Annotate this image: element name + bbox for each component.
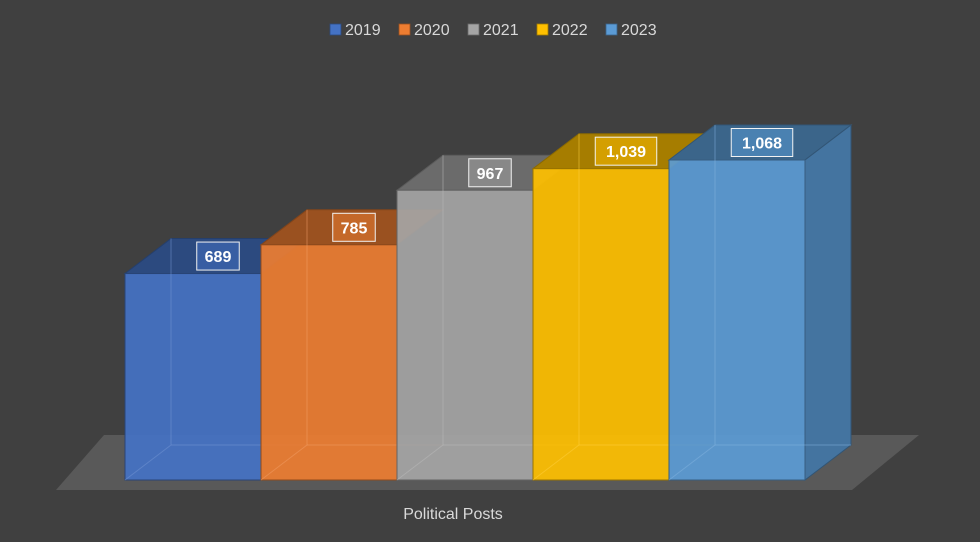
legend-label-2020: 2020: [414, 22, 450, 39]
legend-swatch-2022: [536, 23, 549, 36]
legend-swatch-2021: [467, 23, 480, 36]
legend: 2019 2020 2021 2022 2023: [329, 22, 657, 39]
bar-2020: [259, 209, 445, 481]
data-label-text-2023: 1,068: [742, 136, 782, 153]
data-label-2020: 785: [332, 212, 376, 242]
legend-item-2021: 2021: [467, 22, 519, 39]
data-label-text-2021: 967: [477, 166, 504, 183]
data-label-2019: 689: [196, 241, 240, 271]
legend-swatch-2020: [398, 23, 411, 36]
legend-item-2023: 2023: [605, 22, 657, 39]
legend-label-2019: 2019: [345, 22, 381, 39]
category-label: Political Posts: [403, 506, 503, 523]
data-label-box-2021: [468, 158, 512, 188]
bar-front-2020: [260, 244, 398, 481]
legend-label-2023: 2023: [621, 22, 657, 39]
bar-side-2023: [804, 123, 852, 482]
legend-item-2019: 2019: [329, 22, 381, 39]
data-label-box-2020: [332, 212, 376, 242]
bar-2023: [667, 123, 853, 482]
data-label-box-2019: [196, 241, 240, 271]
data-label-text-2022: 1,039: [606, 144, 646, 161]
bar-front-2022: [532, 168, 670, 481]
legend-swatch-2023: [605, 23, 618, 36]
bar-front-2019: [124, 273, 262, 481]
bar-front-2021: [396, 189, 534, 481]
legend-item-2020: 2020: [398, 22, 450, 39]
data-label-text-2019: 689: [205, 249, 232, 266]
bar-2021: [395, 154, 581, 481]
data-label-box-2023: [730, 128, 794, 157]
data-label-2021: 967: [468, 158, 512, 188]
data-label-2023: 1,068: [730, 128, 794, 157]
legend-item-2022: 2022: [536, 22, 588, 39]
bar-front-2023: [668, 159, 806, 481]
data-label-2022: 1,039: [594, 136, 658, 166]
legend-label-2022: 2022: [552, 22, 588, 39]
data-label-box-2022: [594, 136, 658, 166]
data-label-text-2020: 785: [341, 220, 368, 237]
legend-swatch-2019: [329, 23, 342, 36]
legend-label-2021: 2021: [483, 22, 519, 39]
